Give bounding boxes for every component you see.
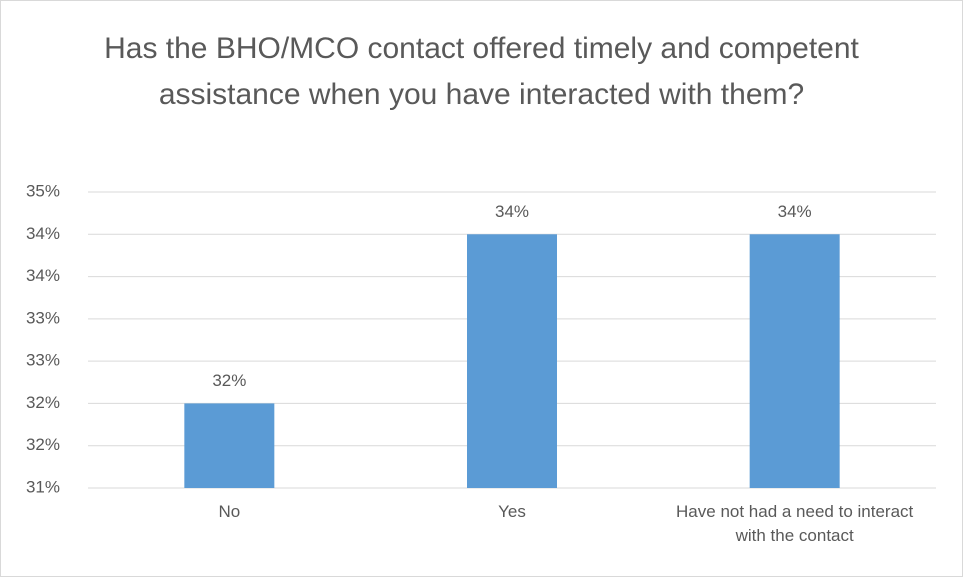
y-tick-label: 34%	[26, 266, 60, 285]
data-label: 32%	[212, 371, 246, 390]
y-tick-label: 32%	[26, 393, 60, 412]
y-tick-label: 32%	[26, 435, 60, 454]
y-tick-label: 33%	[26, 308, 60, 327]
data-label: 34%	[495, 202, 529, 221]
bar	[467, 234, 557, 488]
y-tick-label: 31%	[26, 477, 60, 496]
y-tick-label: 33%	[26, 351, 60, 370]
x-tick-label: Yes	[498, 502, 526, 521]
chart-title: Has the BHO/MCO contact offered timely a…	[104, 32, 859, 111]
y-tick-label: 35%	[26, 181, 60, 200]
bar	[184, 403, 275, 488]
data-label: 34%	[778, 202, 812, 221]
x-tick-label: Have not had a need to interact with the…	[676, 502, 914, 545]
x-tick-label: No	[218, 502, 241, 521]
y-tick-label: 34%	[26, 224, 60, 243]
bar	[749, 234, 840, 488]
